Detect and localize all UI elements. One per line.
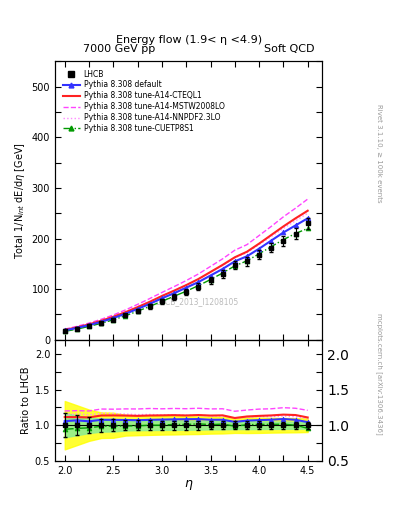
X-axis label: η: η [185,477,193,490]
Legend: LHCB, Pythia 8.308 default, Pythia 8.308 tune-A14-CTEQL1, Pythia 8.308 tune-A14-: LHCB, Pythia 8.308 default, Pythia 8.308… [62,68,226,135]
Y-axis label: Ratio to LHCB: Ratio to LHCB [20,367,31,434]
Text: Energy flow (1.9< η <4.9): Energy flow (1.9< η <4.9) [116,35,262,45]
Text: Rivet 3.1.10, ≥ 100k events: Rivet 3.1.10, ≥ 100k events [376,104,382,203]
Text: Soft QCD: Soft QCD [264,44,314,54]
Text: 7000 GeV pp: 7000 GeV pp [83,44,155,54]
Y-axis label: Total 1/N$_{int}$ dE/d$\eta$ [GeV]: Total 1/N$_{int}$ dE/d$\eta$ [GeV] [13,142,28,259]
Text: mcplots.cern.ch [arXiv:1306.3436]: mcplots.cern.ch [arXiv:1306.3436] [376,313,383,435]
Text: LHCB_2013_I1208105: LHCB_2013_I1208105 [155,297,238,306]
